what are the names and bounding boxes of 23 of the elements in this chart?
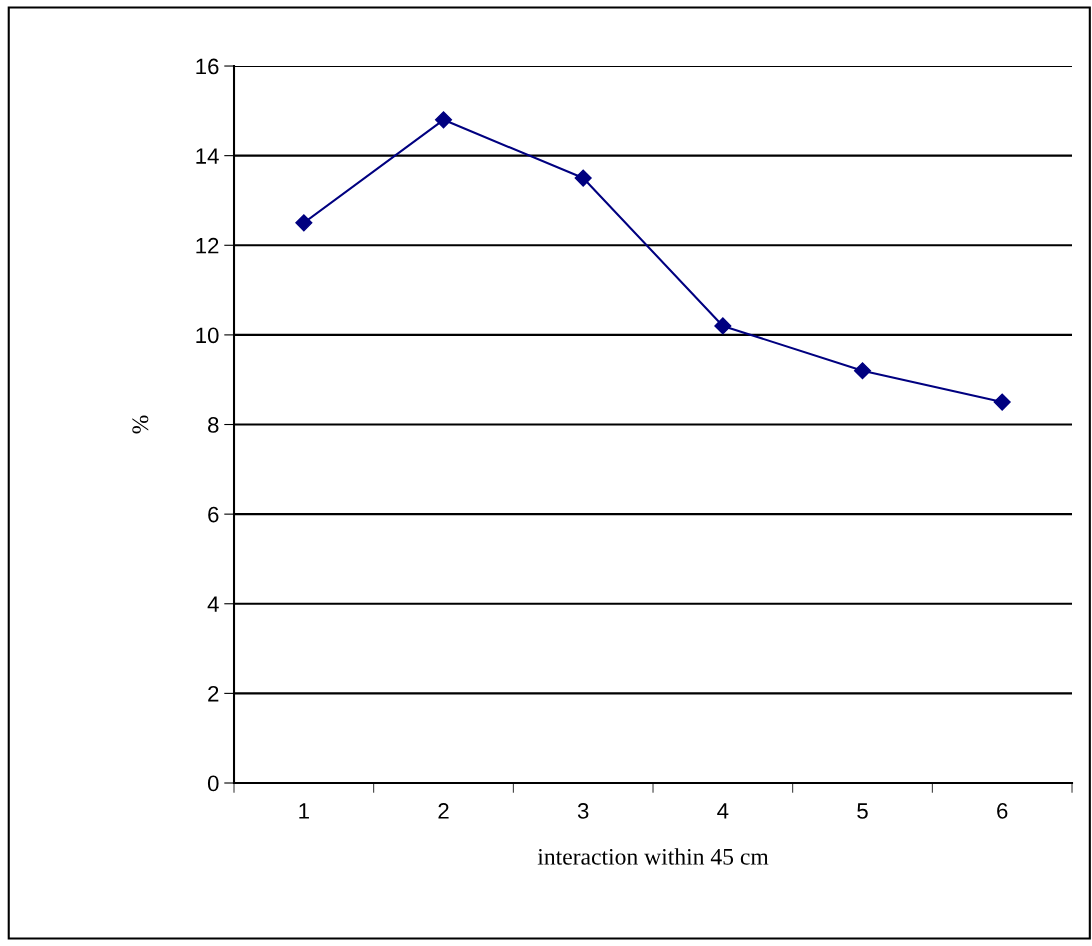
- x-tick-label: 4: [717, 803, 729, 819]
- point: [714, 317, 732, 335]
- x-tick-label: 6: [997, 803, 1008, 819]
- y-tick-label: 4: [207, 596, 219, 612]
- y-tick-label: 14: [196, 148, 219, 164]
- x-tick-label: 5: [857, 803, 868, 819]
- x-tick-label: 3: [577, 803, 589, 819]
- point: [434, 111, 453, 129]
- point: [993, 393, 1011, 411]
- y-axis-title: %: [132, 415, 149, 434]
- y-tick-label: 0: [207, 775, 219, 792]
- point: [853, 362, 872, 380]
- y-tick-label: 10: [196, 327, 219, 344]
- y-tick-label: 12: [196, 237, 219, 254]
- x-tick-label: 2: [438, 803, 449, 819]
- x-tick-label: 1: [299, 803, 309, 819]
- y-tick-label: 6: [208, 506, 219, 523]
- y-tick-label: 2: [208, 685, 219, 702]
- y-tick-label: 8: [208, 417, 219, 433]
- y-tick-label: 16: [196, 58, 219, 75]
- point: [295, 214, 313, 232]
- x-axis-title: interaction within 45 cm: [537, 848, 769, 865]
- point: [574, 169, 592, 187]
